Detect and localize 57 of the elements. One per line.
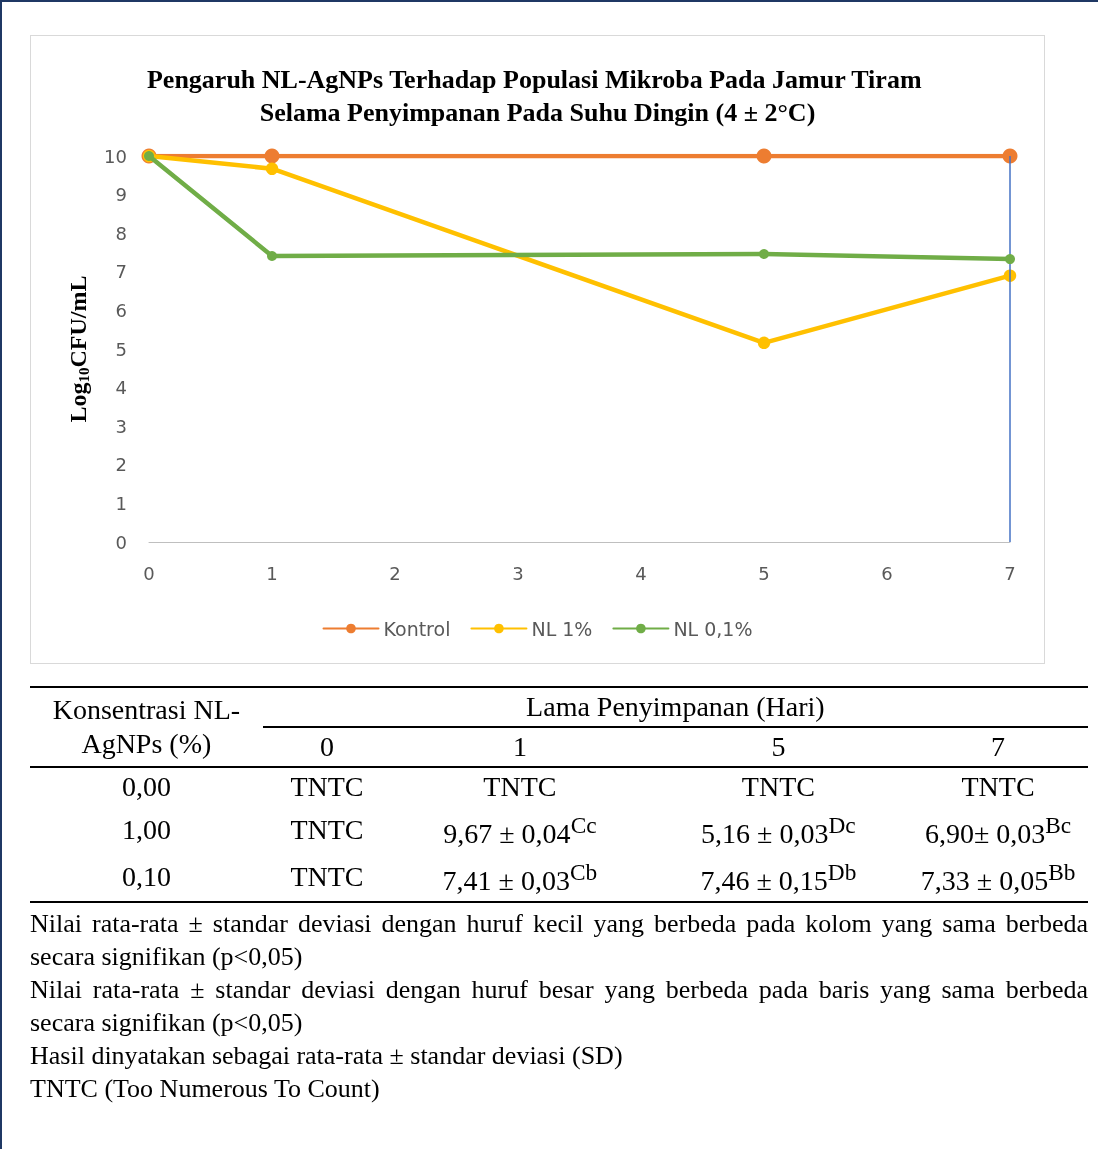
x-tick-label: 6 <box>881 562 893 584</box>
x-tick-label: 5 <box>758 562 770 584</box>
y-tick-label: 2 <box>115 454 127 476</box>
y-tick-label: 10 <box>104 145 127 167</box>
text: Hasil dinyatakan sebagai rata-rata ± standar deviasi (SD) <box>30 1040 624 1072</box>
x-tick-label: 7 <box>1004 562 1016 584</box>
text: TNTC <box>289 770 365 804</box>
point <box>267 250 277 261</box>
y-tick-label: 8 <box>115 222 127 244</box>
text: 6,90± 0,03$^{Bc}$ <box>923 811 1073 852</box>
point <box>264 148 280 164</box>
x-tick-label: 2 <box>389 562 401 584</box>
y-tick-label: 6 <box>115 299 127 321</box>
text: 7,33 ± 0,05$^{Bb}$ <box>908 853 1088 902</box>
text: TNTC <box>262 853 392 902</box>
text: 5 <box>648 727 909 767</box>
x-tick-label: 3 <box>512 562 524 584</box>
x-tick-label: 0 <box>143 562 155 584</box>
y-tick-label: 9 <box>115 184 127 206</box>
text: 9,67 ± 0,04$^{Cc}$ <box>442 811 598 852</box>
text: TNTC <box>482 770 558 804</box>
text: Nilai rata-rata ± standar deviasi dengan huruf besar yang berbeda pada baris yang sama berbeda secara signifikan (p<0,05) <box>30 974 1088 1039</box>
text: 0 <box>262 727 392 767</box>
text: 0,00 <box>120 770 172 804</box>
point <box>1002 148 1018 164</box>
y-tick-label: 1 <box>115 492 127 514</box>
text: TNTC <box>740 770 816 804</box>
text: TNTC <box>289 812 365 847</box>
text: Lama Penyimpanan (Hari) <box>262 687 1088 727</box>
y-tick-label: 7 <box>115 261 127 283</box>
text: Konsentrasi NL-AgNPs (%) <box>30 687 263 767</box>
text: TNTC (Too Numerous To Count) <box>30 1073 381 1105</box>
y-tick-label: 0 <box>115 531 127 553</box>
text: 0,10 <box>30 853 263 902</box>
chart-title: Pengaruh NL-AgNPs Terhadap Populasi Mikroba Pada Jamur Tiram Selama Penyimpanan Pada Suhu Dingin (4 ± 2°C) <box>146 65 929 127</box>
text: 7,46 ± 0,15$^{Db}$ <box>648 853 909 902</box>
y-axis-title: Log10CFU/mL <box>64 275 92 423</box>
x-tick-label: 4 <box>635 562 647 584</box>
y-tick-label: 3 <box>115 415 127 437</box>
point <box>757 336 771 350</box>
text: 1,00 <box>120 812 172 847</box>
text: TNTC <box>960 770 1036 804</box>
text: Nilai rata-rata ± standar deviasi dengan huruf kecil yang berbeda pada kolom yang sama berbeda secara signifikan (p<0,05) <box>30 908 1088 973</box>
text: 7,41 ± 0,03$^{Cb}$ <box>391 853 649 902</box>
point <box>265 162 279 175</box>
point <box>756 148 772 164</box>
legend-label: NL 1% <box>531 617 593 640</box>
legend-label: NL 0,1% <box>673 617 753 640</box>
point <box>759 249 769 260</box>
text: 1 <box>391 727 649 767</box>
legend-label: Kontrol <box>383 617 451 640</box>
y-tick-label: 4 <box>115 377 127 399</box>
text: 7 <box>908 727 1088 767</box>
text: 5,16 ± 0,03$^{Dc}$ <box>700 811 857 852</box>
y-tick-label: 5 <box>115 338 127 360</box>
x-tick-label: 1 <box>266 562 278 584</box>
point <box>1005 254 1015 265</box>
